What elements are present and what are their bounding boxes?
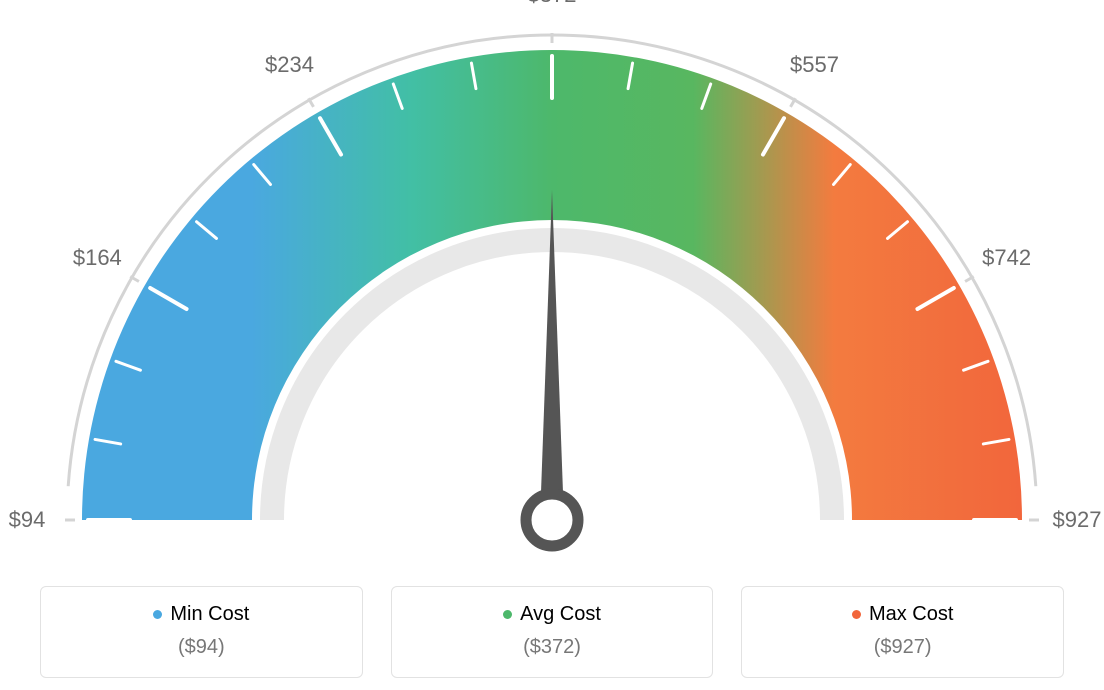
dot-icon — [852, 610, 861, 619]
legend-value: ($94) — [51, 636, 352, 659]
legend-label: Avg Cost — [520, 603, 601, 626]
gauge-tick-label: $557 — [790, 52, 839, 78]
cost-gauge: $94 $164 $234 $372 $557 $742 $927 — [0, 0, 1104, 560]
gauge-tick-label: $927 — [1053, 507, 1102, 533]
legend-value: ($927) — [752, 636, 1053, 659]
legend-title-max: Max Cost — [852, 603, 953, 626]
gauge-tick-label: $742 — [982, 245, 1031, 271]
gauge-tick-label: $94 — [9, 507, 46, 533]
legend-label: Max Cost — [869, 603, 953, 626]
legend-card-avg: Avg Cost ($372) — [391, 586, 714, 678]
legend-row: Min Cost ($94) Avg Cost ($372) Max Cost … — [40, 586, 1064, 678]
dot-icon — [503, 610, 512, 619]
dot-icon — [153, 610, 162, 619]
gauge-svg — [0, 0, 1104, 560]
legend-card-max: Max Cost ($927) — [741, 586, 1064, 678]
gauge-tick-label: $164 — [73, 245, 122, 271]
legend-value: ($372) — [402, 636, 703, 659]
legend-title-avg: Avg Cost — [503, 603, 601, 626]
gauge-tick-label: $234 — [265, 52, 314, 78]
gauge-tick-label: $372 — [528, 0, 577, 8]
legend-title-min: Min Cost — [153, 603, 249, 626]
legend-label: Min Cost — [170, 603, 249, 626]
legend-card-min: Min Cost ($94) — [40, 586, 363, 678]
